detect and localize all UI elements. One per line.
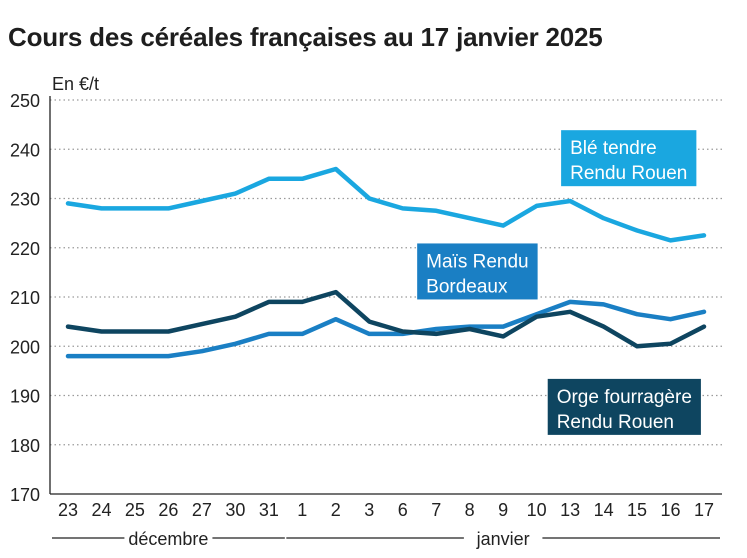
- x-tick-label: 24: [91, 500, 111, 520]
- series-label-text: Maïs Rendu: [426, 251, 528, 272]
- chart-title: Cours des céréales françaises au 17 janv…: [8, 22, 603, 52]
- series-label: Blé tendre Rendu Rouen: [561, 130, 697, 187]
- x-tick-label: 2: [331, 500, 341, 520]
- series-label-text: Bordeaux: [426, 276, 508, 297]
- x-tick-label: 14: [594, 500, 614, 520]
- x-tick-label: 30: [225, 500, 245, 520]
- x-tick-label: 27: [192, 500, 212, 520]
- y-tick-label: 180: [10, 436, 40, 456]
- series-line: [65, 299, 707, 359]
- series-label: Maïs Rendu Bordeaux: [417, 243, 538, 300]
- x-tick-label: 10: [527, 500, 547, 520]
- y-tick-label: 200: [10, 337, 40, 357]
- x-tick-label: 3: [364, 500, 374, 520]
- series-lines: [65, 166, 707, 359]
- x-tick-label: 26: [158, 500, 178, 520]
- series-label-text: Rendu Rouen: [570, 163, 687, 184]
- y-tick-label: 170: [10, 485, 40, 505]
- x-tick-label: 9: [498, 500, 508, 520]
- series-label-box: [561, 130, 697, 187]
- month-label: décembre: [128, 529, 208, 549]
- series-line: [65, 166, 707, 243]
- x-tick-label: 13: [560, 500, 580, 520]
- month-label: janvier: [476, 529, 530, 549]
- series-label: Orge fourragère Rendu Rouen: [547, 378, 701, 435]
- x-tick-label: 1: [297, 500, 307, 520]
- x-tick-label: 6: [398, 500, 408, 520]
- x-tick-label: 8: [465, 500, 475, 520]
- x-tick-label: 23: [58, 500, 78, 520]
- y-tick-label: 220: [10, 239, 40, 259]
- series-label-text: Blé tendre: [570, 138, 657, 159]
- series-labels: Blé tendre Rendu Rouen Maïs Rendu Bordeaux O…: [417, 130, 701, 435]
- x-tick-label: 25: [125, 500, 145, 520]
- series-label-box: [417, 243, 538, 300]
- x-tick-label: 16: [661, 500, 681, 520]
- x-tick-label: 15: [627, 500, 647, 520]
- y-tick-label: 190: [10, 387, 40, 407]
- x-tick-label: 17: [694, 500, 714, 520]
- series-label-box: [547, 378, 701, 435]
- x-tick-label: 7: [431, 500, 441, 520]
- y-tick-label: 250: [10, 91, 40, 111]
- series-label-text: Orge fourragère: [557, 387, 692, 408]
- y-tick-label: 240: [10, 140, 40, 160]
- x-tick-label: 31: [259, 500, 279, 520]
- y-axis-label: En €/t: [52, 74, 99, 94]
- series-line: [65, 289, 707, 349]
- series-label-text: Rendu Rouen: [557, 412, 674, 433]
- y-tick-label: 230: [10, 190, 40, 210]
- y-tick-label: 210: [10, 288, 40, 308]
